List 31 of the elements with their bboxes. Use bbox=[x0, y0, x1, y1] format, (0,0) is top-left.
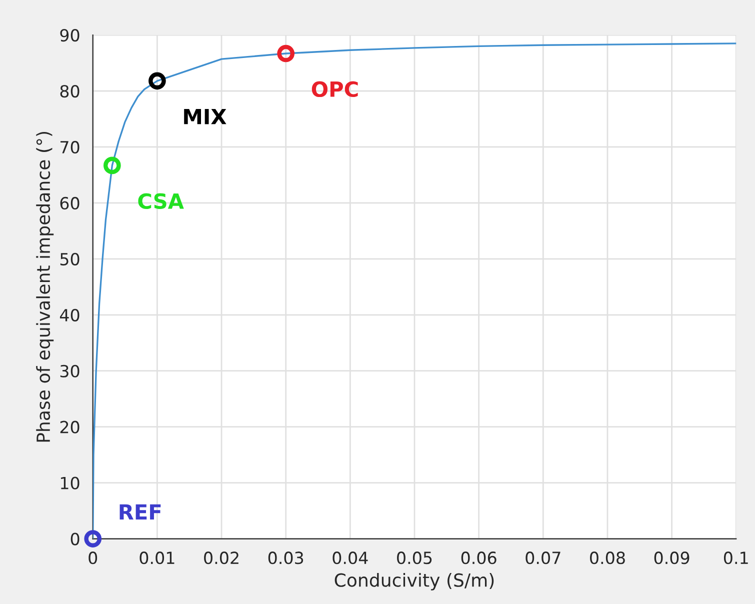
point bbox=[277, 44, 295, 62]
x-axis-title: Conducivity (S/m) bbox=[334, 572, 494, 590]
x-tick-label: 0.06 bbox=[461, 552, 496, 564]
x-tick-label: 0.07 bbox=[526, 552, 560, 564]
x-tick-label: 0.08 bbox=[590, 552, 625, 564]
y-tick-label: 30 bbox=[60, 364, 80, 378]
x-tick-label: 0.09 bbox=[654, 552, 690, 564]
x-tick-label: 0.05 bbox=[397, 552, 432, 564]
point bbox=[103, 156, 121, 174]
x-tick-label: 0.03 bbox=[268, 552, 304, 564]
series-label: OPC bbox=[312, 81, 358, 98]
x-tick-label: 0.01 bbox=[140, 552, 174, 564]
x-tick-label: 0.02 bbox=[204, 552, 238, 564]
y-tick-label: 80 bbox=[60, 84, 80, 98]
y-tick-label: 10 bbox=[60, 476, 80, 490]
x-tick-label: 0.04 bbox=[332, 552, 368, 564]
point bbox=[84, 530, 102, 548]
x-tick-label: 0.1 bbox=[724, 552, 748, 564]
y-tick-label: 50 bbox=[60, 252, 80, 266]
series-label: REF bbox=[120, 504, 161, 520]
series-label: CSA bbox=[138, 193, 184, 209]
y-tick-label: 0 bbox=[70, 532, 80, 546]
y-tick-label: 90 bbox=[60, 28, 80, 42]
y-tick-label: 60 bbox=[60, 196, 80, 210]
y-tick-label: 20 bbox=[60, 420, 80, 434]
x-tick-label: 0 bbox=[88, 552, 98, 564]
series-label: MIX bbox=[184, 108, 226, 124]
point bbox=[148, 72, 166, 90]
y-axis-title: Phase of equivalent impedance (°) bbox=[36, 132, 54, 442]
y-tick-label: 40 bbox=[60, 308, 80, 322]
y-tick-label: 70 bbox=[60, 140, 80, 154]
